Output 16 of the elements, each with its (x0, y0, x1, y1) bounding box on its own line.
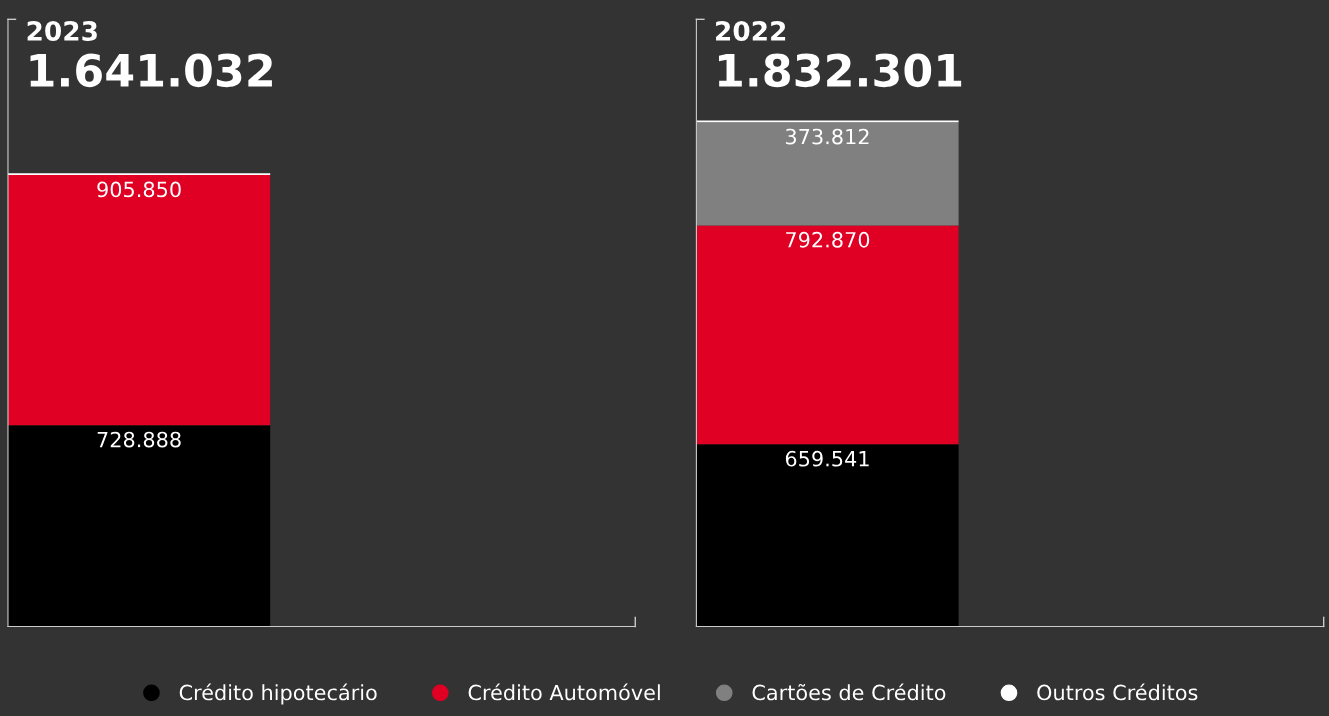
legend-label: Outros Créditos (1037, 683, 1198, 701)
data-label: 905.850 (97, 181, 181, 198)
data-label: 659.541 (785, 450, 869, 467)
data-label: 373.812 (786, 128, 869, 145)
chart-subtitle: 1.641.032 (30, 53, 272, 88)
bar (696, 122, 959, 226)
chart-subtitle: 1.832.301 (718, 53, 962, 88)
chart-title: 2022 (716, 21, 786, 41)
data-label: 792.870 (786, 231, 870, 248)
data-label: 728.888 (97, 431, 181, 448)
legend-label: Crédito Automóvel (468, 683, 660, 701)
chart-title: 2023 (27, 21, 97, 41)
legend-label: Cartões de Crédito (752, 683, 946, 701)
bar (696, 444, 959, 627)
bar (696, 225, 959, 445)
legend-label: Crédito hipotecário (179, 683, 377, 705)
